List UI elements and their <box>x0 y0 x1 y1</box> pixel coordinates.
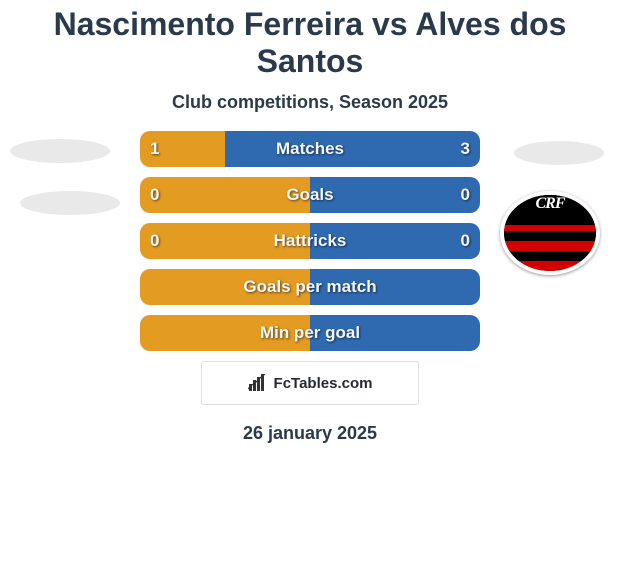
stat-bars: Matches13Goals00Hattricks00Goals per mat… <box>140 131 480 353</box>
bar-label: Hattricks <box>140 223 480 259</box>
stat-row: Goals per match <box>140 269 480 307</box>
player-right-silhouette <box>514 141 604 165</box>
brand-text: FcTables.com <box>274 375 373 392</box>
bar-right-value: 0 <box>461 223 470 259</box>
stat-row: Hattricks0 0 <box>140 223 480 261</box>
bar-left-value: 1 <box>150 131 159 167</box>
bar-right-value: 0 <box>461 177 470 213</box>
stat-row: Matches1 3 <box>140 131 480 169</box>
season-subtitle: Club competitions, Season 2025 <box>0 82 620 131</box>
bar-label: Matches <box>140 131 480 167</box>
player-left-silhouette-1 <box>10 139 110 163</box>
brand-box[interactable]: FcTables.com <box>201 361 419 405</box>
bar-label: Goals per match <box>140 269 480 305</box>
club-badge: CRF <box>500 191 600 275</box>
stat-row: Goals0 0 <box>140 177 480 215</box>
bar-label: Goals <box>140 177 480 213</box>
bar-left-value: 0 <box>150 177 159 213</box>
page-title: Nascimento Ferreira vs Alves dos Santos <box>0 0 620 82</box>
bar-left-value: 0 <box>150 223 159 259</box>
player-left-silhouette-2 <box>20 191 120 215</box>
comparison-stage: CRF Matches13Goals00Hattricks00Goals per… <box>0 131 620 444</box>
date-line: 26 january 2025 <box>0 405 620 444</box>
club-badge-monogram: CRF <box>504 195 596 225</box>
bar-label: Min per goal <box>140 315 480 351</box>
stat-row: Min per goal <box>140 315 480 353</box>
bar-right-value: 3 <box>461 131 470 167</box>
bar-chart-icon <box>248 374 268 392</box>
